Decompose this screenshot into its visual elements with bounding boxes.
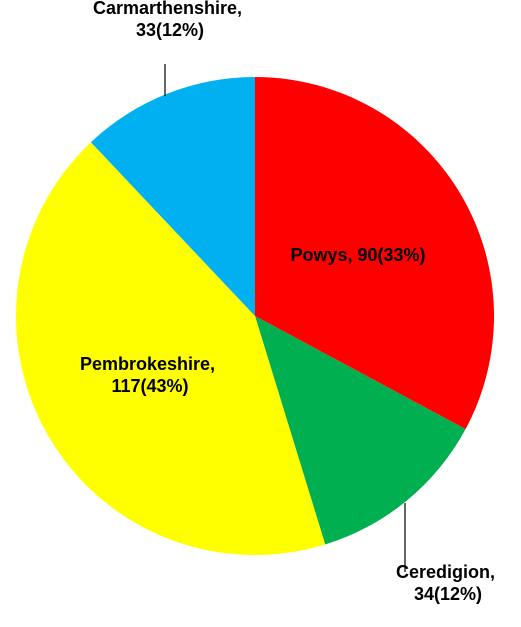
label-line: Ceredigion,: [396, 562, 500, 582]
pie-slice: [255, 316, 466, 545]
data-label: Ceredigion, 34(12%): [396, 562, 500, 604]
pie-slice: [16, 142, 326, 556]
label-line: 117(43%): [111, 376, 188, 396]
data-label: Powys, 90(33%): [290, 245, 425, 265]
data-label: Carmarthenshire, 33(12%): [93, 0, 247, 40]
data-label: Pembrokeshire, 117(43%): [80, 354, 220, 396]
label-line: 34(12%): [414, 584, 482, 604]
pie-slice: [255, 77, 494, 430]
label-line: Pembrokeshire,: [80, 354, 220, 374]
pie-slice: [90, 77, 255, 316]
label-line: 33(12%): [136, 20, 204, 40]
label-line: Carmarthenshire,: [93, 0, 247, 18]
label-line: Powys, 90(33%): [290, 245, 425, 265]
